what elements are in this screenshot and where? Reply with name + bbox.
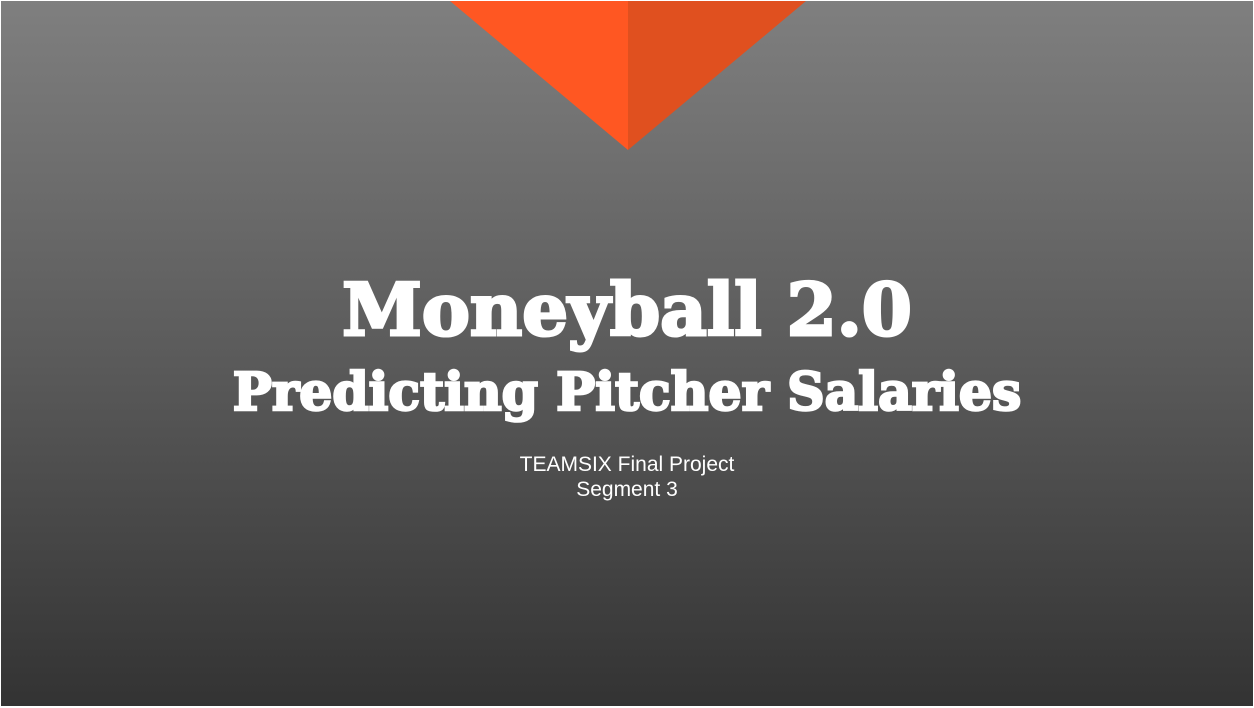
accent-chevron-left-facet: [450, 1, 628, 150]
slide-subtitle: TEAMSIX Final Project Segment 3: [1, 452, 1253, 502]
accent-chevron: [450, 1, 806, 150]
team-line: TEAMSIX Final Project: [519, 453, 735, 476]
segment-line: Segment 3: [576, 478, 678, 501]
accent-chevron-right-facet: [628, 1, 806, 150]
slide-heading: Predicting Pitcher Salaries: [231, 361, 1022, 425]
slide-title: Moneyball 2.0: [341, 267, 914, 352]
